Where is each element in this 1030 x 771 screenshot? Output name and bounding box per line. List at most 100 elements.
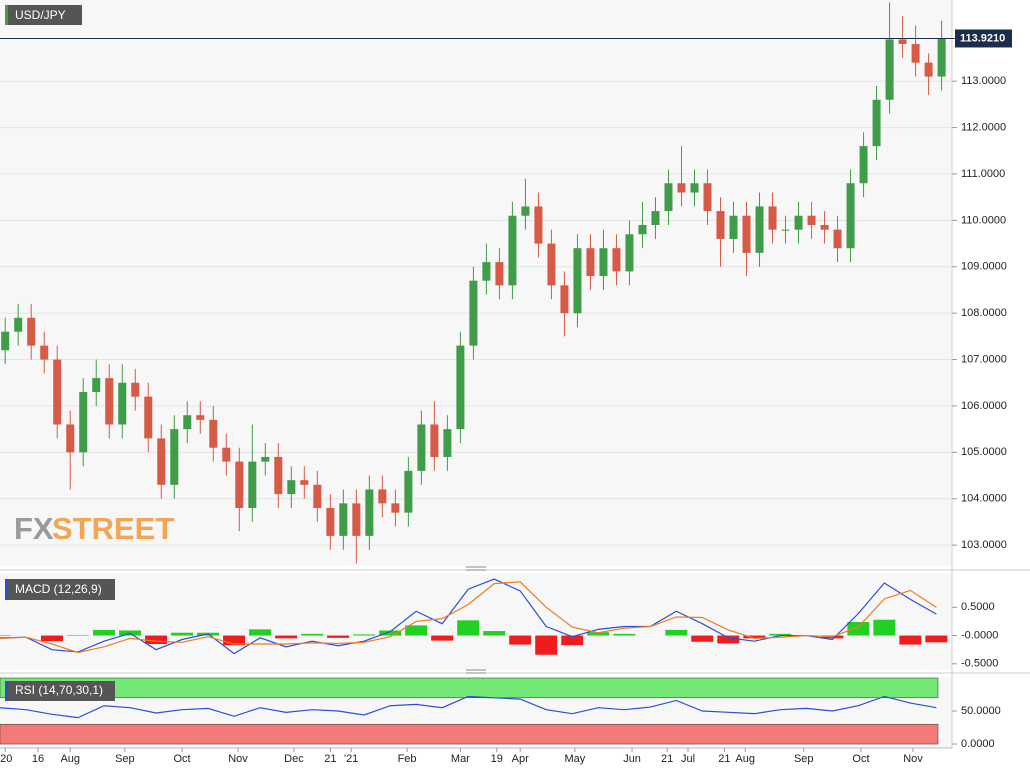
candle-body (105, 378, 114, 425)
x-tick-label: Aug (60, 753, 80, 765)
candle-body (677, 183, 686, 193)
candle-body (638, 225, 647, 235)
rsi-band (0, 723, 939, 745)
macd-histogram-bar (587, 632, 610, 636)
x-tick-label: 21 (718, 753, 730, 765)
candle-body (872, 99, 881, 147)
candle-body (313, 484, 322, 509)
y-tick-label: 0.0000 (961, 738, 995, 750)
last-price-label: 113.9210 (960, 32, 1005, 44)
candle-body (560, 285, 569, 314)
candle-body (365, 489, 374, 536)
x-tick-label: Nov (903, 753, 923, 765)
macd-histogram-bar (899, 635, 922, 645)
candle-body (53, 359, 62, 425)
macd-histogram-bar (613, 633, 636, 636)
x-tick-label: Apr (512, 753, 529, 765)
candle-body (157, 438, 166, 485)
candle-body (755, 206, 764, 253)
candle-body (79, 392, 88, 453)
candle-body (495, 262, 504, 286)
candle-body (937, 38, 946, 77)
candle-body (183, 415, 192, 430)
candle-body (911, 44, 920, 63)
x-tick-label: Dec (284, 753, 304, 765)
candle-body (664, 183, 673, 212)
y-tick-label: 104.0000 (961, 493, 1007, 505)
candle-body (651, 211, 660, 226)
candle-body (599, 248, 608, 277)
candle-body (235, 461, 244, 509)
candle-body (443, 429, 452, 457)
candle-body (222, 447, 231, 462)
title-box (5, 681, 115, 701)
candle-body (196, 415, 205, 420)
x-tick-label: May (564, 753, 585, 765)
x-tick-label: Oct (174, 753, 191, 765)
candle-body (391, 503, 400, 513)
candle-body (924, 62, 933, 77)
candle-body (794, 215, 803, 230)
candle-body (417, 424, 426, 471)
candle-body (846, 183, 855, 249)
candle-body (469, 280, 478, 346)
candle-body (27, 317, 36, 346)
y-tick-label: 0.5000 (961, 601, 995, 613)
macd-histogram-bar (873, 619, 896, 636)
candle-body (261, 456, 270, 462)
macd-histogram-bar (67, 634, 90, 636)
macd-histogram-bar (379, 630, 402, 636)
x-tick-label: 19 (491, 753, 503, 765)
y-tick-label: 106.0000 (961, 400, 1007, 412)
candle-body (742, 215, 751, 253)
x-tick-label: Mar (451, 753, 470, 765)
candle-body (209, 419, 218, 448)
candle-body (703, 183, 712, 212)
candle-body (287, 480, 296, 495)
candle-body (170, 429, 179, 485)
macd-histogram-bar (691, 635, 714, 642)
divider-handle[interactable] (466, 566, 486, 674)
candle-body (521, 206, 530, 216)
last-price-box (955, 29, 1012, 48)
candle-body (612, 248, 621, 272)
candle-body (339, 503, 348, 536)
y-tick-label: 110.0000 (961, 214, 1006, 226)
x-tick-label: '20 (0, 753, 12, 765)
candle-body (92, 378, 101, 393)
watermark: FX (14, 511, 54, 546)
rsi-title: RSI (14,70,30,1) (15, 683, 103, 697)
x-tick-label: 16 (32, 753, 44, 765)
y-tick-label: 111.0000 (961, 168, 1005, 180)
candle-body (833, 229, 842, 249)
candle-body (352, 503, 361, 536)
macd-histogram-bar (561, 635, 584, 646)
candle-body (781, 229, 790, 231)
y-tick-label: 50.0000 (961, 705, 1001, 717)
candle-body (40, 345, 49, 360)
candle-body (1, 331, 10, 351)
candle-body (326, 508, 335, 536)
macd-histogram-bar (145, 635, 168, 645)
candle-body (716, 211, 725, 239)
macd-histogram-bar (223, 635, 246, 646)
macd-histogram-bar (743, 635, 766, 639)
x-tick-label: Oct (852, 753, 869, 765)
macd-histogram-bar (249, 629, 272, 636)
candle-body (482, 262, 491, 281)
title-box (5, 5, 82, 25)
y-tick-label: 109.0000 (961, 261, 1007, 273)
y-tick-label: 105.0000 (961, 446, 1007, 458)
candle-body (118, 382, 127, 425)
candle-body (586, 248, 595, 277)
macd-histogram-bar (353, 634, 376, 636)
x-tick-label: 21 (661, 753, 673, 765)
candle-body (404, 470, 413, 513)
candle-body (131, 382, 140, 397)
title-accent (5, 5, 8, 25)
indicator-line (0, 695, 937, 719)
candle-body (573, 248, 582, 314)
x-tick-label: Aug (735, 753, 755, 765)
candle-body (274, 456, 283, 495)
